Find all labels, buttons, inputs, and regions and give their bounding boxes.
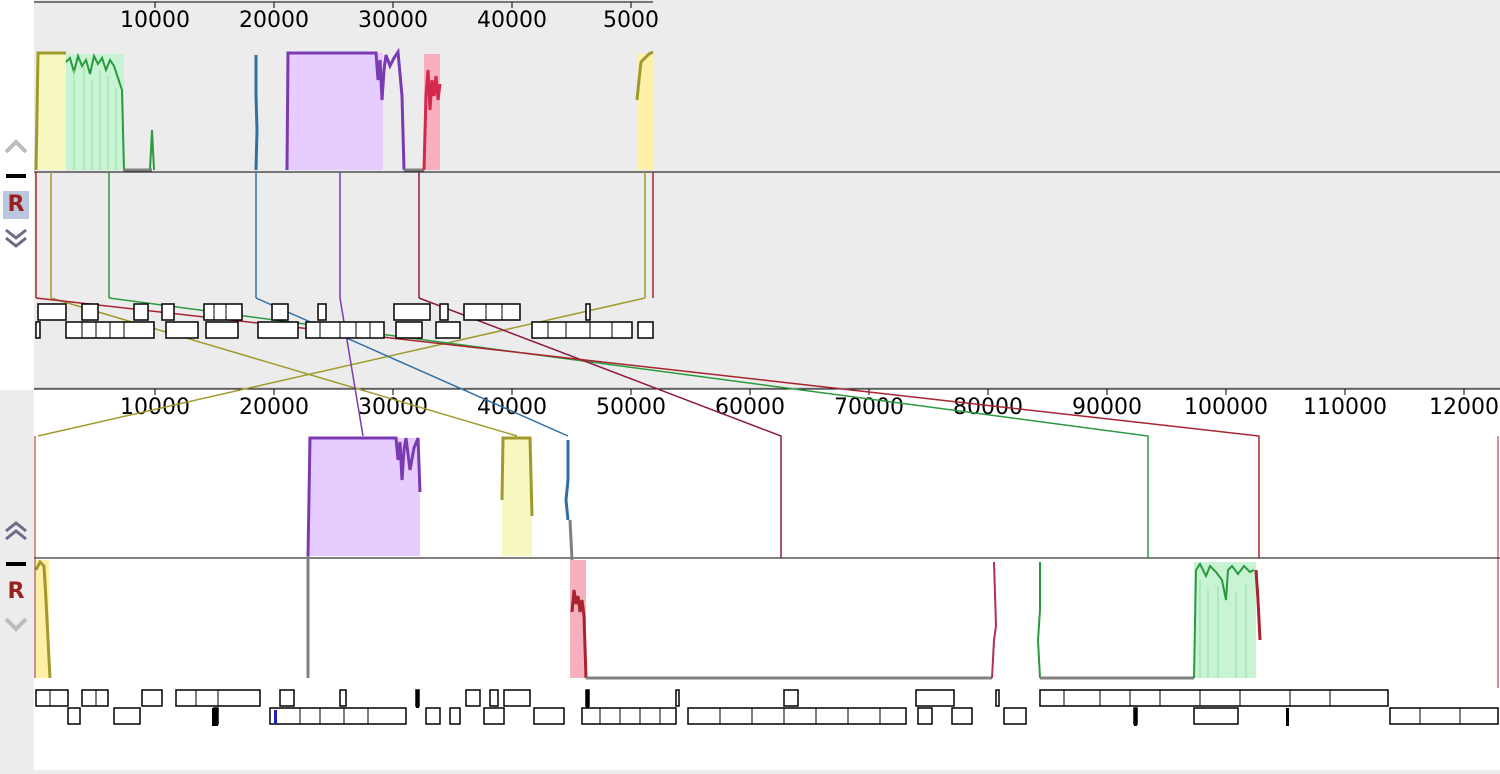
lcb-green-2-noise xyxy=(1199,580,1247,678)
axis-tick-label: 12000 xyxy=(1429,395,1499,420)
lcb-green-small-profile[interactable] xyxy=(1036,562,1041,679)
lcb-green-1[interactable] xyxy=(66,54,124,170)
bottom-strip xyxy=(0,770,1500,774)
minus-icon xyxy=(6,562,26,566)
reverse-button-1[interactable]: R xyxy=(3,191,29,219)
control-strip-bottom xyxy=(0,390,34,770)
genome-2-annotation-ticks xyxy=(49,690,1461,724)
lcb-red-2[interactable] xyxy=(570,560,586,678)
move-up-button-2[interactable] xyxy=(2,519,30,543)
lcb-yellow-1[interactable] xyxy=(36,52,66,170)
axis-tick-label: 40000 xyxy=(477,395,547,420)
lcb-purple-2-profile xyxy=(306,436,422,557)
lcb-red-2-profile xyxy=(570,589,588,679)
axis-tick-label: 40000 xyxy=(477,8,547,33)
genome-1-annotation-ticks xyxy=(81,304,613,338)
axis-tick-label: 100000 xyxy=(1184,395,1268,420)
axis-tick-label: 60000 xyxy=(715,395,785,420)
double-chevron-up-icon xyxy=(5,521,27,541)
lcb-crimson-2-profile[interactable] xyxy=(991,561,998,679)
genome-1-connectors xyxy=(35,172,654,298)
move-up-button-1[interactable] xyxy=(2,133,30,159)
lcb-yellow-1-profile xyxy=(34,51,66,171)
lcb-green-2[interactable] xyxy=(1194,562,1256,678)
lcb-red-1-profile xyxy=(422,69,442,171)
lcb-purple-1[interactable] xyxy=(287,53,383,170)
axis-tick-label: 110000 xyxy=(1303,395,1387,420)
minimize-button-1[interactable] xyxy=(2,170,30,182)
genome-2-axis: 10000 20000 30000 40000 50000 60000 70000 80000… xyxy=(34,388,1500,420)
lcb-green-1-noise xyxy=(73,66,117,170)
genome-2-annotation-marks xyxy=(212,690,1289,726)
axis-tick-label: 10000 xyxy=(120,8,190,33)
lcb-yellow-4-profile xyxy=(500,436,534,517)
chevron-down-icon xyxy=(4,617,28,632)
genome-2-lcb-blocks xyxy=(34,436,1499,688)
lcb-yellow-4[interactable] xyxy=(502,438,532,556)
lcb-blue-2-profile[interactable] xyxy=(564,440,570,521)
lcb-blue-1-profile[interactable] xyxy=(254,55,259,171)
connector-green xyxy=(108,297,1149,558)
lcb-red-3-profile[interactable] xyxy=(1254,569,1262,641)
connector-red xyxy=(35,297,1260,558)
axis-tick-label: 10000 xyxy=(120,395,190,420)
genome-1-axis: 10000 20000 30000 40000 5000 xyxy=(34,1,659,33)
connector-yellow-a xyxy=(50,297,518,437)
double-chevron-down-icon xyxy=(5,228,27,248)
lcb-yellow-3-profile xyxy=(34,559,52,679)
connector-purple xyxy=(339,297,364,437)
genome-1-lcb-blocks xyxy=(34,47,654,172)
lcb-yellow-2-profile xyxy=(635,50,654,101)
genome-2-annotations xyxy=(35,689,1499,725)
lcb-green-2-profile xyxy=(1193,562,1255,679)
genome-panel-1 xyxy=(34,0,1500,388)
connector-blue xyxy=(255,297,569,437)
lcb-connection-lines xyxy=(35,297,1260,558)
move-down-button-2[interactable] xyxy=(2,612,30,636)
axis-tick-label: 5000 xyxy=(603,8,659,33)
minus-icon xyxy=(6,174,26,178)
connector-yellow-b xyxy=(37,297,646,437)
axis-tick-label: 30000 xyxy=(358,8,428,33)
lcb-gray-gap-4 xyxy=(568,519,574,561)
reverse-button-2[interactable]: R xyxy=(7,579,25,604)
lcb-purple-1-profile xyxy=(285,47,406,171)
genome-2-annotation-highlight xyxy=(274,710,277,724)
move-down-button-1[interactable] xyxy=(2,226,30,250)
chevron-up-icon xyxy=(4,139,28,154)
minimize-button-2[interactable] xyxy=(2,558,30,570)
axis-tick-label: 50000 xyxy=(596,395,666,420)
axis-tick-label: 20000 xyxy=(239,395,309,420)
genome-1-annotations xyxy=(35,303,654,339)
lcb-yellow-2[interactable] xyxy=(637,54,653,170)
axis-tick-label: 20000 xyxy=(239,8,309,33)
connector-crimson xyxy=(418,297,782,558)
